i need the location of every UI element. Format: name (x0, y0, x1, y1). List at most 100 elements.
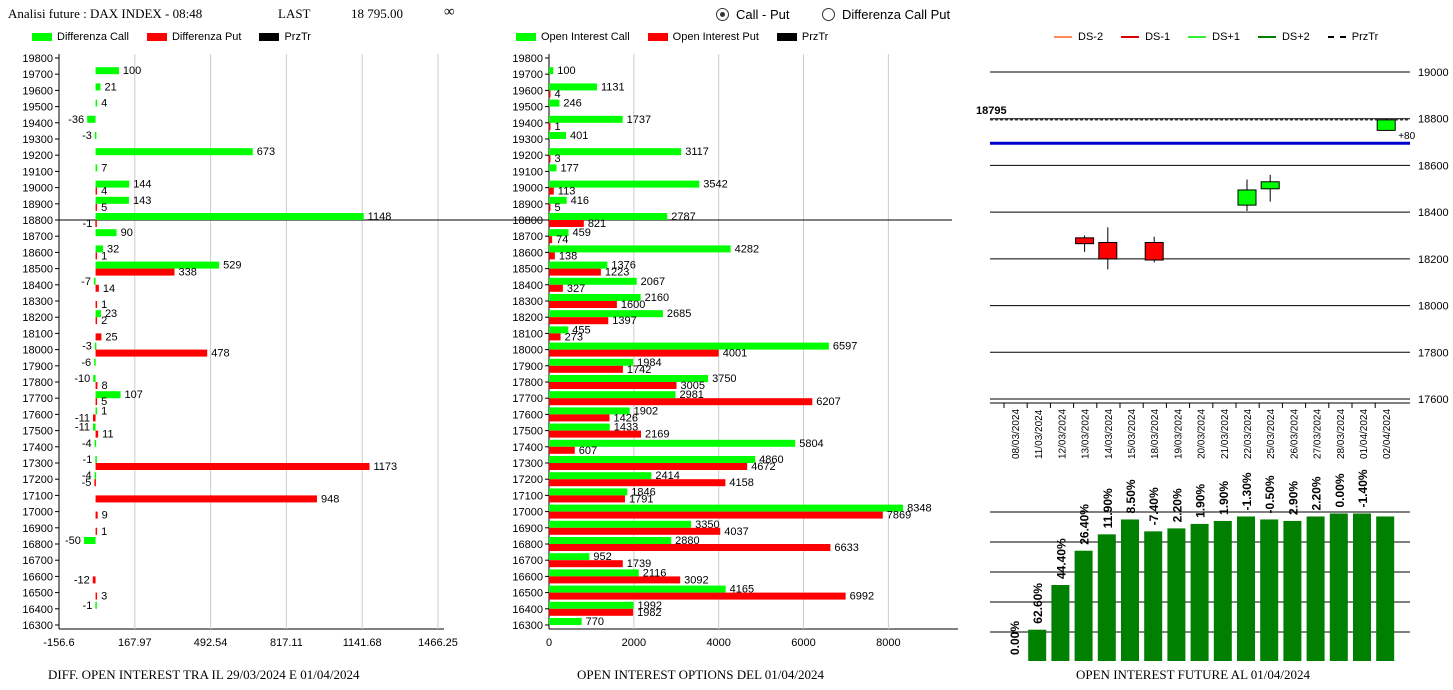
oi-bar-put (549, 317, 609, 325)
future-bar-label: -1.40% (1356, 469, 1370, 507)
diff-bar-label: -50 (65, 535, 81, 547)
diff-y-tick: 19400 (22, 118, 53, 130)
diff-bar-call (95, 196, 129, 204)
oi-y-tick: 17800 (512, 377, 543, 389)
diff-y-tick: 16300 (22, 620, 53, 632)
oi-y-tick: 17000 (512, 507, 543, 519)
oi-bar-label: 273 (565, 331, 583, 343)
oi-y-tick: 18000 (512, 345, 543, 357)
oi-y-tick: 18800 (512, 215, 543, 227)
oi-bar-call (549, 180, 700, 188)
diff-y-tick: 16900 (22, 523, 53, 535)
oi-bar-label: 1 (555, 121, 561, 133)
oi-bar-put (549, 333, 561, 341)
diff-bar-call (94, 439, 97, 447)
oi-x-tick: 2000 (622, 637, 646, 649)
diff-bar-label: -12 (74, 574, 90, 586)
candle-x-tick: 14/03/2024 (1104, 409, 1115, 459)
diff-y-tick: 19000 (22, 183, 53, 195)
oi-bar-call (549, 99, 560, 107)
oi-bar-put (549, 398, 813, 406)
oi-y-tick: 16900 (512, 523, 543, 535)
future-bar-label: 0.00% (1333, 473, 1347, 507)
oi-bar-put (549, 203, 551, 211)
diff-y-tick: 19600 (22, 85, 53, 97)
oi-bar-call (549, 569, 639, 577)
legend-item-prztr-mid: PrzTr (776, 31, 828, 43)
oi-bar-call (549, 245, 731, 253)
oi-bar-call (549, 310, 663, 318)
oi-y-tick: 17500 (512, 426, 543, 438)
diff-y-tick: 18500 (22, 264, 53, 276)
oi-bar-call (549, 196, 567, 204)
oi-bar-label: 1791 (629, 493, 653, 505)
oi-y-tick: 19700 (512, 69, 543, 81)
diff-y-tick: 16600 (22, 571, 53, 583)
diff-y-tick: 17200 (22, 474, 53, 486)
diff-y-tick: 17100 (22, 490, 53, 502)
oi-bar-put (549, 90, 551, 98)
oi-bar-label: 455 (572, 324, 590, 336)
oi-bar-call (549, 294, 641, 301)
diff-bar-put (95, 592, 98, 600)
diff-bar-label: 23 (105, 308, 117, 320)
oi-x-tick: 6000 (791, 637, 815, 649)
oi-bar-call (549, 115, 623, 123)
diff-bar-call (95, 245, 104, 253)
oi-bar-label: 821 (588, 218, 606, 230)
diff-bar-label: 1 (101, 299, 107, 311)
oi-y-tick: 17400 (512, 442, 543, 454)
diff-bar-label: 4 (101, 98, 107, 110)
diff-bar-label: 14 (103, 283, 115, 295)
diff-y-tick: 18400 (22, 280, 53, 292)
candle-x-tick: 15/03/2024 (1127, 409, 1138, 459)
diff-bar-call (95, 67, 119, 75)
candle-x-tick: 11/03/2024 (1034, 409, 1045, 459)
oi-y-tick: 18500 (512, 264, 543, 276)
diff-x-tick: 1466.25 (418, 637, 458, 649)
oi-x-tick: 4000 (706, 637, 730, 649)
oi-bar-label: 6992 (850, 591, 874, 603)
oi-y-tick: 19200 (512, 150, 543, 162)
diff-x-tick: 817.11 (270, 637, 303, 649)
future-bar (1213, 520, 1232, 661)
oi-bar-put (549, 187, 554, 195)
candle-body (1075, 237, 1095, 245)
oi-y-tick: 16500 (512, 588, 543, 600)
oi-bar-call (549, 488, 628, 496)
diff-bar-label: 1 (101, 250, 107, 262)
diff-bar-label: 11 (102, 429, 113, 441)
oi-bar-label: 7869 (887, 510, 911, 522)
legend-item-oi-call: Open Interest Call (516, 31, 630, 43)
oi-bar-label: 2787 (671, 211, 695, 223)
diff-bar-call (93, 277, 96, 285)
candle-y-tick: 18200 (1418, 254, 1449, 266)
oi-bar-label: 1982 (637, 607, 661, 619)
diff-bar-label: 107 (125, 389, 143, 401)
oi-y-tick: 16400 (512, 604, 543, 616)
radio-diff-call-put[interactable]: Differenza Call Put (822, 7, 950, 22)
diff-bar-label: 21 (104, 81, 116, 93)
candle-y-tick: 17600 (1418, 394, 1449, 406)
diff-bar-call (95, 148, 253, 156)
oi-bar-label: 770 (586, 616, 604, 628)
diff-y-tick: 16500 (22, 588, 53, 600)
future-bar-label: 2.20% (1310, 476, 1324, 510)
oi-bar-label: 8348 (907, 503, 931, 515)
diff-y-tick: 16800 (22, 539, 53, 551)
future-bar-label: -0.50% (1263, 475, 1277, 513)
oi-bar-label: 1376 (611, 260, 635, 272)
diff-bar-label: -11 (75, 412, 90, 424)
oi-bar-put (549, 252, 555, 260)
oi-bar-label: 5804 (799, 438, 823, 450)
oi-bar-put (549, 560, 623, 568)
oi-bar-label: 1984 (637, 357, 661, 369)
diff-y-tick: 17000 (22, 507, 53, 519)
oi-y-tick: 19100 (512, 166, 543, 178)
diff-bar-label: 7 (101, 162, 107, 174)
diff-bar-call (94, 472, 97, 480)
candle-body (1144, 242, 1164, 261)
diff-bar-label: -1 (83, 600, 93, 612)
oi-bar-label: 4001 (723, 348, 747, 360)
radio-call-put[interactable]: Call - Put (716, 7, 789, 22)
